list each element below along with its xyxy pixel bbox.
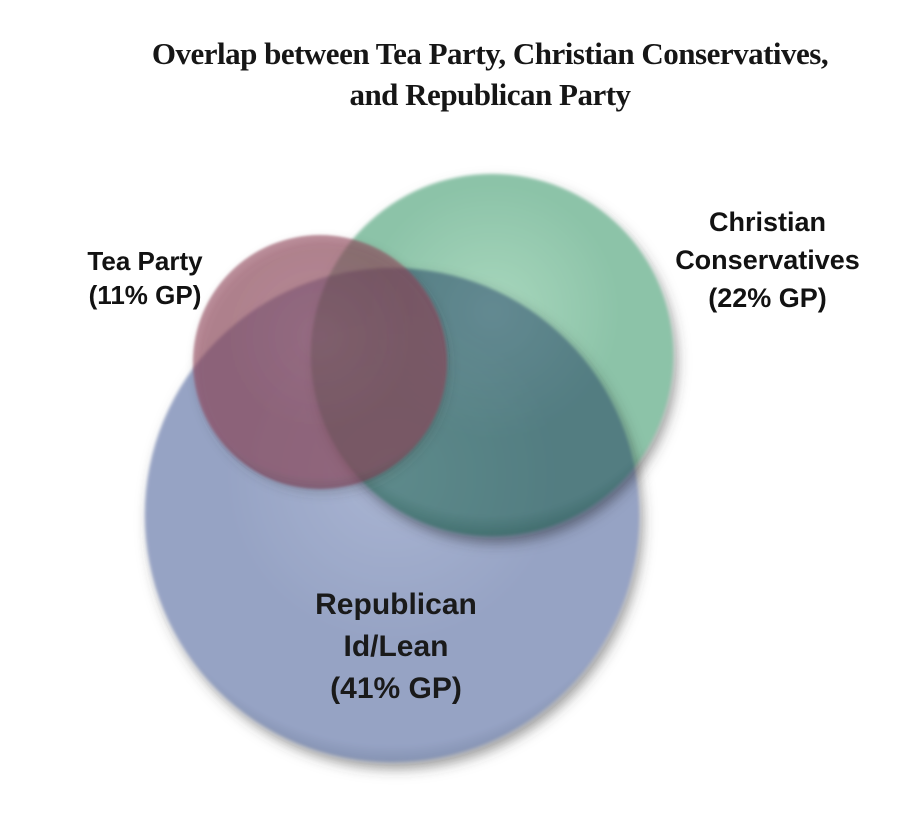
tea-party-label: Tea Party (11% GP) <box>87 246 203 310</box>
christian-conservatives-label: Christian Conservatives (22% GP) <box>675 207 860 313</box>
republican-label: Republican Id/Lean (41% GP) <box>315 588 477 705</box>
tea-party-circle <box>193 235 447 489</box>
chart-title: Overlap between Tea Party, Christian Con… <box>151 36 829 112</box>
